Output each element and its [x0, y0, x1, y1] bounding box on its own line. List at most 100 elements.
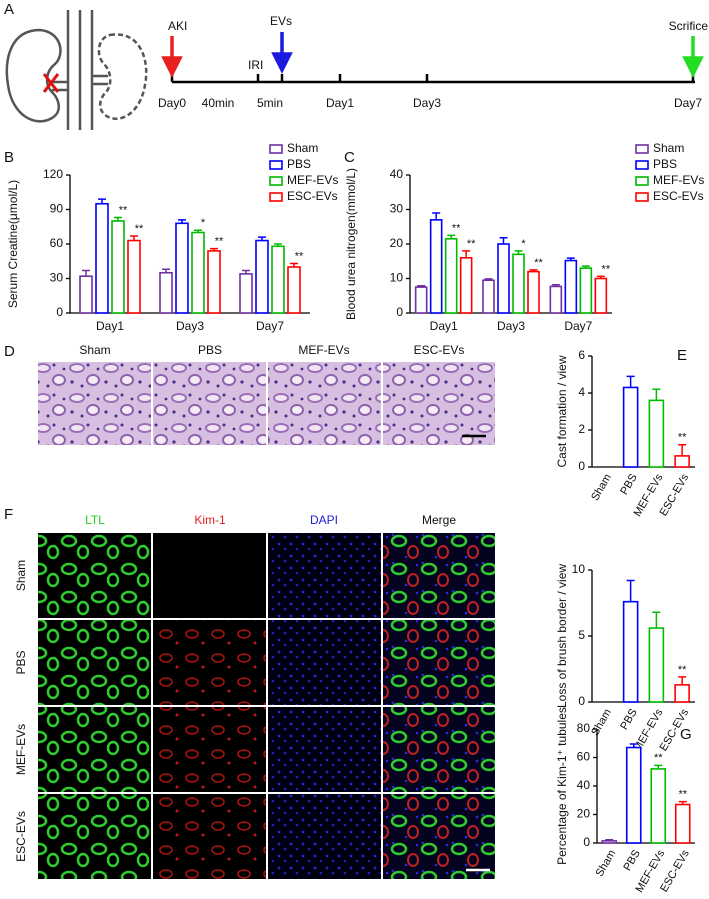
error-bar — [629, 743, 638, 748]
fluorescence-image — [153, 707, 266, 792]
error-bar — [678, 676, 687, 685]
error-bar — [654, 764, 663, 769]
bar — [549, 285, 563, 314]
x-tick-label: Day3 — [176, 319, 204, 333]
bar — [622, 386, 639, 468]
legend-swatch — [269, 192, 283, 202]
significance-label: ** — [654, 752, 663, 764]
fluorescence-image — [38, 620, 151, 705]
significance-label: ** — [678, 789, 687, 801]
error-bar — [626, 579, 635, 602]
bar — [159, 271, 173, 314]
error-bar — [274, 243, 282, 247]
y-tick-label: 20 — [390, 236, 404, 250]
bar — [175, 222, 189, 314]
fluorescence-image — [268, 707, 381, 792]
x-tick-label: Sham — [594, 848, 619, 879]
legend-label: ESC-EVs — [653, 189, 704, 203]
y-axis-label: Percentage of Kim-1⁺ tubules — [555, 707, 569, 865]
panel-letter: C — [344, 149, 355, 166]
panel-letter: E — [677, 347, 687, 364]
significance-label: ** — [135, 223, 144, 235]
fluorescence-image — [383, 707, 495, 792]
x-tick-label: PBS — [618, 707, 639, 732]
column-header: ESC-EVs — [414, 343, 465, 357]
error-bar — [178, 219, 186, 224]
significance-label: ** — [678, 664, 687, 676]
y-axis-label: Blood urea nitrogen(mmol/L) — [344, 168, 358, 320]
x-tick-label: Sham — [589, 472, 614, 503]
y-tick-label: 60 — [577, 750, 591, 764]
fluorescence-image — [153, 620, 266, 705]
error-bar — [605, 838, 614, 841]
event-label: AKI — [168, 19, 187, 33]
histology-image — [268, 362, 381, 445]
fluorescence-image — [383, 794, 495, 879]
y-tick-label: 0 — [583, 835, 590, 849]
y-tick-label: 80 — [577, 721, 591, 735]
error-bar — [447, 234, 456, 239]
timeline: AKI IRI EVs Scrifice Day0 40min 5min Day… — [158, 14, 708, 110]
y-tick-label: 10 — [572, 562, 586, 576]
bar — [239, 273, 253, 314]
y-tick-label: 30 — [390, 202, 404, 216]
fluorescence-image — [38, 533, 151, 618]
x-tick-label: Sham — [589, 707, 614, 738]
y-tick-label: 0 — [578, 694, 585, 708]
row-label: Sham — [14, 560, 28, 591]
y-axis-label: Loss of brush border / view — [555, 564, 569, 708]
fluorescence-image — [268, 533, 381, 618]
legend-swatch — [635, 160, 649, 170]
error-bar — [432, 212, 441, 220]
error-bar — [581, 265, 590, 269]
panel-letter: A — [4, 1, 14, 18]
column-header: Merge — [422, 513, 456, 527]
error-bar — [652, 611, 661, 629]
fluorescence-image — [153, 794, 266, 879]
bar — [674, 455, 690, 468]
error-bar — [194, 229, 202, 233]
bar — [564, 259, 578, 314]
arrow — [682, 36, 704, 78]
error-bar — [551, 283, 560, 287]
x-tick-label: Day1 — [430, 319, 458, 333]
x-tick-label: Day3 — [497, 319, 525, 333]
bar — [650, 768, 667, 844]
error-bar — [130, 235, 138, 241]
event-label: IRI — [248, 58, 263, 72]
histology-panel: Sham PBS MEF-EVs ESC-EVs — [38, 343, 495, 445]
legend-label: MEF-EVs — [287, 173, 338, 187]
bar — [527, 270, 540, 314]
panel-letter: D — [4, 343, 15, 360]
error-bar — [596, 275, 605, 279]
y-tick-label: 30 — [50, 271, 64, 285]
time-label: Day7 — [674, 96, 702, 110]
time-label: Day1 — [326, 96, 354, 110]
error-bar — [417, 284, 426, 288]
error-bar — [114, 216, 122, 221]
error-bar — [678, 800, 687, 805]
event-label: Scrifice — [669, 19, 709, 33]
time-label: 5min — [257, 96, 283, 110]
row-label: PBS — [14, 650, 28, 674]
bar — [287, 266, 301, 314]
y-tick-label: 90 — [50, 202, 64, 216]
significance-label: ** — [678, 432, 687, 444]
bar — [674, 803, 691, 844]
legend-label: Sham — [287, 141, 318, 155]
error-bar — [626, 375, 635, 388]
error-bar — [566, 257, 575, 261]
legend-swatch — [269, 176, 283, 186]
bar — [648, 627, 665, 703]
error-bar — [162, 268, 170, 273]
significance-label: ** — [119, 204, 128, 216]
bar — [482, 279, 495, 314]
legend-label: PBS — [653, 157, 677, 171]
error-bar — [529, 269, 538, 272]
time-label: 40min — [202, 96, 235, 110]
error-bar — [290, 262, 298, 267]
bar — [444, 238, 458, 314]
fluorescence-image — [383, 620, 495, 705]
y-tick-label: 5 — [578, 628, 585, 642]
